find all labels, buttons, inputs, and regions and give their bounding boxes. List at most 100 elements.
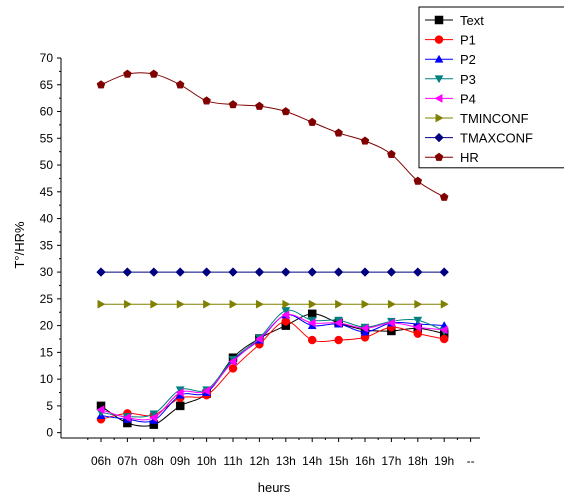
data-point-tminconf <box>335 299 344 309</box>
data-point-tmaxconf <box>175 267 185 277</box>
y-tick-label: 20 <box>40 319 54 333</box>
data-point-p4 <box>439 325 448 335</box>
data-point-tmaxconf <box>413 267 423 277</box>
y-tick-label: 45 <box>40 185 54 199</box>
y-tick-label: 25 <box>40 292 54 306</box>
legend: Text P1 P2 P3 P4 TMINCONF TMAXCONF HR <box>418 6 564 169</box>
data-point-tminconf <box>440 299 449 309</box>
x-tick-label: 06h <box>91 454 111 468</box>
series-p3 <box>96 307 449 422</box>
data-point-tmaxconf <box>122 267 133 277</box>
series-line-hr <box>100 72 445 198</box>
legend-marker-text <box>434 15 444 25</box>
legend-marker-p4 <box>434 93 443 103</box>
legend-label-tmaxconf: TMAXCONF <box>460 131 533 146</box>
data-point-tminconf <box>229 299 238 309</box>
data-point-p4 <box>413 322 422 332</box>
data-point-tminconf <box>387 299 396 309</box>
legend-marker-p2 <box>434 54 444 63</box>
data-point-text <box>307 309 317 319</box>
series-p1 <box>96 317 449 424</box>
legend-item-p4: P4 <box>425 91 476 106</box>
data-point-hr <box>387 149 396 158</box>
data-point-tminconf <box>150 299 159 309</box>
y-tick-label: 15 <box>40 345 54 359</box>
legend-item-p3: P3 <box>425 72 476 87</box>
data-point-p1 <box>439 334 449 344</box>
series-line-p1 <box>100 320 445 420</box>
data-point-tmaxconf <box>307 267 317 277</box>
data-point-p4 <box>334 318 343 328</box>
data-point-hr <box>96 80 106 89</box>
plot-area <box>96 69 449 429</box>
data-point-tminconf <box>255 299 264 309</box>
y-tick-label: 55 <box>40 131 54 145</box>
x-tick-label: 12h <box>249 454 269 468</box>
x-tick-label: 17h <box>381 454 401 468</box>
data-point-p4 <box>386 318 395 328</box>
x-tick-label: -- <box>467 454 475 468</box>
legend-box <box>418 6 564 169</box>
data-point-text <box>175 401 185 411</box>
data-point-hr <box>202 96 211 105</box>
data-point-hr <box>439 192 449 201</box>
data-point-p4 <box>202 386 211 396</box>
legend-item-p2: P2 <box>425 52 476 67</box>
data-point-p3 <box>281 307 291 316</box>
legend-item-tminconf: TMINCONF <box>425 111 529 126</box>
data-point-hr <box>175 80 185 89</box>
data-point-tmaxconf <box>386 267 397 277</box>
series-tmaxconf <box>96 267 449 277</box>
legend-marker-tminconf <box>435 113 444 123</box>
data-point-p4 <box>96 405 105 415</box>
series-tminconf <box>97 299 449 309</box>
x-tick-label: 13h <box>276 454 296 468</box>
data-point-p4 <box>360 323 369 333</box>
data-point-p1 <box>307 335 317 345</box>
data-point-tmaxconf <box>254 267 265 277</box>
data-point-hr <box>281 107 291 116</box>
legend-label-hr: HR <box>460 150 479 165</box>
data-point-tminconf <box>203 299 212 309</box>
data-point-p4 <box>307 318 316 328</box>
data-point-p4 <box>281 310 290 320</box>
data-point-tmaxconf <box>281 267 291 277</box>
y-tick-label: 30 <box>40 265 54 279</box>
x-tick-label: 08h <box>144 454 164 468</box>
data-point-tmaxconf <box>96 267 106 277</box>
data-point-p4 <box>122 413 131 423</box>
legend-marker-p3 <box>434 75 444 84</box>
axes: 0 5 10 15 20 25 30 35 40 45 50 55 60 65 70 06h 07h 08h 09h… <box>40 51 480 468</box>
data-point-p4 <box>254 334 263 344</box>
legend-marker-hr <box>434 152 444 161</box>
data-point-tminconf <box>308 299 317 309</box>
legend-label-p3: P3 <box>460 72 476 87</box>
y-tick-label: 60 <box>40 105 54 119</box>
legend-label-p2: P2 <box>460 52 476 67</box>
data-point-tmaxconf <box>228 267 238 277</box>
legend-item-tmaxconf: TMAXCONF <box>425 131 533 146</box>
legend-label-text: Text <box>460 13 484 28</box>
data-point-hr <box>255 101 264 110</box>
legend-label-p1: P1 <box>460 33 476 48</box>
legend-item-hr: HR <box>425 150 479 165</box>
data-point-tminconf <box>282 299 291 309</box>
y-tick-label: 10 <box>40 372 54 386</box>
data-point-hr <box>307 117 317 126</box>
y-tick-label: 65 <box>40 78 54 92</box>
data-point-p1 <box>334 335 343 345</box>
series-p4 <box>96 310 448 423</box>
data-point-tminconf <box>414 299 423 309</box>
data-point-p4 <box>149 413 158 423</box>
legend-label-p4: P4 <box>460 91 476 106</box>
y-tick-label: 50 <box>40 158 54 172</box>
legend-item-p1: P1 <box>425 33 476 48</box>
data-point-tminconf <box>123 299 132 309</box>
data-point-p1 <box>228 364 238 373</box>
data-point-tminconf <box>176 299 185 309</box>
data-point-tminconf <box>361 299 370 309</box>
x-tick-label: 15h <box>329 454 349 468</box>
y-tick-label: 70 <box>40 51 54 65</box>
legend-marker-p1 <box>434 35 444 44</box>
